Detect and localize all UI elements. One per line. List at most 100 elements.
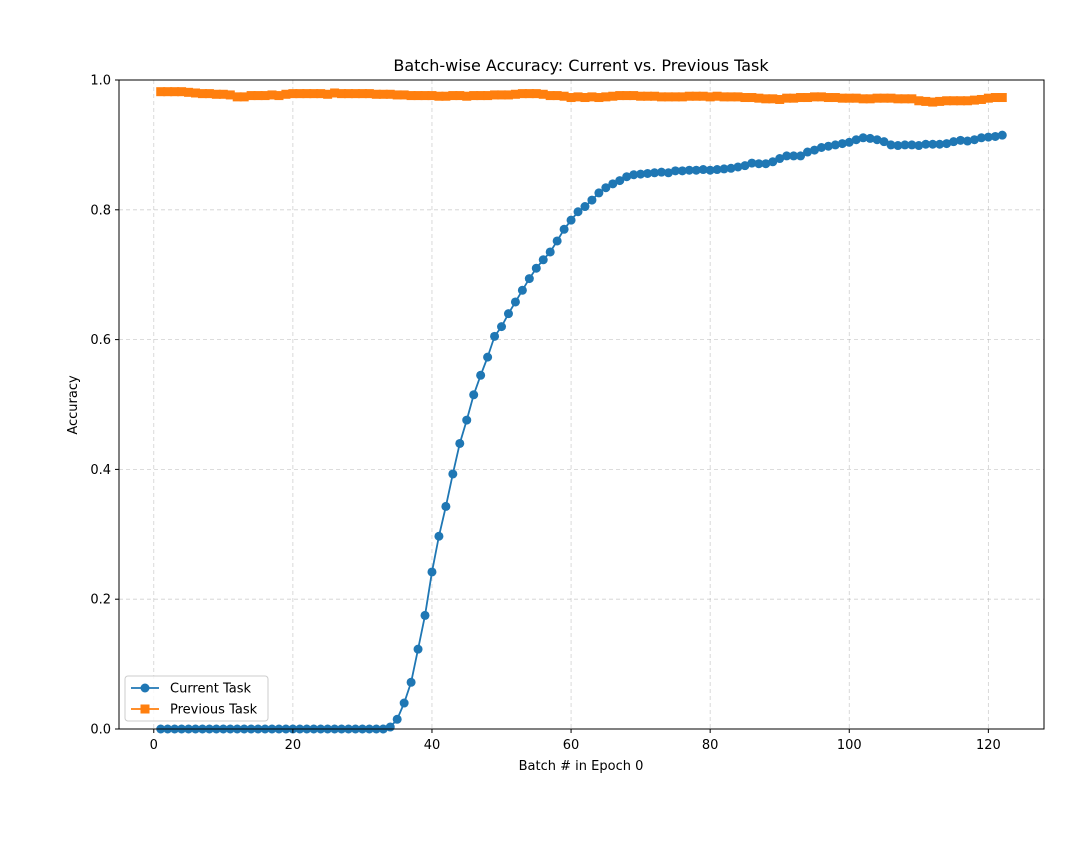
data-point-previous-task — [809, 92, 819, 102]
data-point-current-task — [719, 164, 729, 174]
data-point-previous-task — [197, 89, 207, 99]
data-point-current-task — [942, 139, 952, 149]
data-point-previous-task — [364, 89, 374, 99]
data-point-current-task — [580, 202, 590, 212]
x-tick-label: 20 — [285, 738, 302, 753]
data-point-previous-task — [698, 91, 708, 101]
data-point-current-task — [705, 165, 715, 175]
data-point-current-task — [816, 142, 826, 152]
data-point-previous-task — [552, 91, 562, 101]
legend-label-current-task: Current Task — [170, 682, 251, 697]
data-point-previous-task — [629, 91, 639, 101]
data-point-previous-task — [976, 94, 986, 104]
data-point-current-task — [406, 677, 416, 687]
data-point-previous-task — [260, 91, 270, 101]
data-point-previous-task — [636, 91, 646, 101]
data-point-current-task — [531, 263, 541, 273]
data-point-current-task — [990, 131, 1000, 141]
data-point-current-task — [545, 247, 555, 257]
x-tick-label: 120 — [976, 738, 1001, 753]
data-point-current-task — [844, 137, 854, 147]
data-point-previous-task — [643, 91, 653, 101]
data-point-current-task — [872, 135, 882, 145]
data-point-current-task — [462, 415, 472, 425]
data-point-current-task — [538, 255, 548, 265]
data-point-previous-task — [378, 89, 388, 99]
data-point-previous-task — [601, 92, 611, 102]
data-point-previous-task — [782, 93, 792, 103]
data-point-previous-task — [163, 87, 173, 97]
x-tick-label: 40 — [424, 738, 441, 753]
legend-box — [124, 675, 269, 722]
data-point-previous-task — [371, 89, 381, 99]
legend-marker-current-task — [140, 683, 150, 693]
data-point-previous-task — [350, 89, 360, 99]
data-point-previous-task — [879, 93, 889, 103]
data-point-previous-task — [796, 93, 806, 103]
data-point-current-task — [497, 322, 507, 332]
ticks: 0 20 40 60 80 100 120 0.0 0.2 0.4 0.6 0.8 1.0 — [90, 74, 1000, 754]
data-point-current-task — [385, 722, 395, 732]
data-point-previous-task — [344, 89, 354, 99]
data-point-previous-task — [177, 87, 187, 97]
data-point-previous-task — [921, 96, 931, 106]
data-point-previous-task — [524, 89, 534, 99]
data-point-current-task — [809, 145, 819, 155]
data-point-current-task — [684, 165, 694, 175]
data-point-previous-task — [733, 92, 743, 102]
data-point-previous-task — [768, 94, 778, 104]
data-point-previous-task — [775, 94, 785, 104]
data-point-previous-task — [705, 92, 715, 102]
data-point-current-task — [823, 141, 833, 151]
data-point-previous-task — [357, 89, 367, 99]
data-point-previous-task — [323, 89, 333, 99]
data-point-current-task — [434, 531, 444, 541]
data-point-previous-task — [900, 94, 910, 104]
y-tick-label: 0.2 — [90, 593, 111, 608]
data-point-previous-task — [517, 89, 527, 99]
data-point-current-task — [712, 165, 722, 175]
data-point-current-task — [914, 141, 924, 151]
data-point-previous-task — [886, 93, 896, 103]
data-point-current-task — [448, 469, 458, 479]
data-point-current-task — [476, 370, 486, 380]
y-tick-label: 0.6 — [90, 333, 111, 348]
data-point-previous-task — [483, 91, 493, 101]
plot-frame — [118, 79, 1045, 730]
data-point-previous-task — [497, 90, 507, 100]
data-point-current-task — [691, 165, 701, 175]
data-point-previous-task — [865, 94, 875, 104]
data-point-previous-task — [420, 91, 430, 101]
data-point-previous-task — [663, 92, 673, 102]
data-point-previous-task — [851, 93, 861, 103]
data-point-current-task — [663, 168, 673, 178]
data-point-current-task — [483, 352, 493, 362]
data-point-current-task — [698, 165, 708, 175]
x-tick-label: 100 — [837, 738, 862, 753]
data-point-previous-task — [225, 90, 235, 100]
data-point-previous-task — [218, 89, 228, 99]
data-point-previous-task — [949, 96, 959, 106]
data-point-previous-task — [789, 93, 799, 103]
data-point-current-task — [789, 151, 799, 161]
data-point-current-task — [879, 137, 889, 147]
data-point-previous-task — [566, 93, 576, 103]
data-point-previous-task — [399, 90, 409, 100]
data-point-previous-task — [538, 89, 548, 99]
data-point-previous-task — [656, 92, 666, 102]
data-point-previous-task — [747, 93, 757, 103]
data-point-previous-task — [490, 90, 500, 100]
data-point-previous-task — [559, 91, 569, 101]
data-point-previous-task — [803, 93, 813, 103]
data-point-current-task — [900, 140, 910, 150]
legend: Current Task Previous Task — [124, 675, 269, 722]
data-point-previous-task — [830, 93, 840, 103]
data-point-current-task — [907, 140, 917, 150]
data-point-current-task — [851, 135, 861, 145]
data-point-current-task — [608, 179, 618, 189]
data-point-previous-task — [406, 91, 416, 101]
data-point-previous-task — [337, 89, 347, 99]
data-point-current-task — [775, 154, 785, 164]
